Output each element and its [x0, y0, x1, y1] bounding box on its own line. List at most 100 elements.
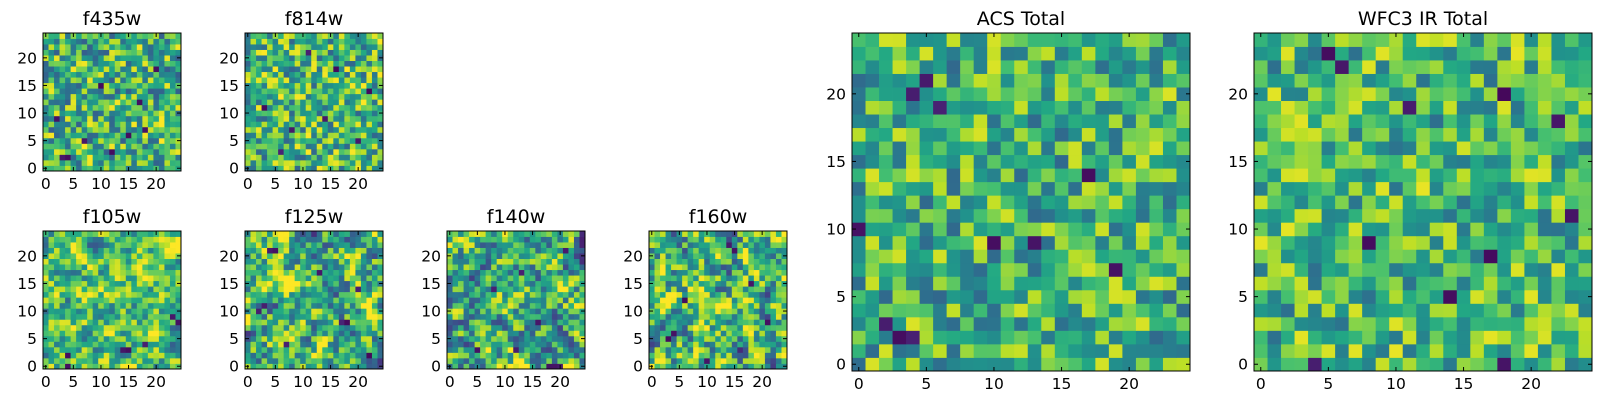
heatmap-cell [518, 291, 525, 298]
heatmap-cell [919, 357, 934, 372]
heatmap-cell [87, 357, 94, 364]
heatmap-cell [59, 148, 66, 155]
heatmap-cell [70, 55, 77, 61]
heatmap-cell [76, 110, 83, 117]
heatmap-cell [98, 71, 105, 78]
heatmap-cell [70, 269, 77, 276]
heatmap-cell [54, 60, 60, 67]
heatmap-cell [278, 247, 285, 254]
heatmap-cell [175, 71, 182, 78]
heatmap-cell [485, 264, 492, 271]
heatmap-cell [1456, 357, 1471, 372]
heatmap-cell [48, 242, 55, 248]
heatmap-cell [267, 275, 273, 282]
heatmap-cell [852, 303, 866, 318]
heatmap-cell [147, 165, 154, 172]
heatmap-cell [660, 341, 666, 348]
heatmap-cell [1456, 249, 1471, 264]
heatmap-cell [261, 49, 268, 56]
heatmap-cell [518, 352, 525, 359]
heatmap-cell [1041, 343, 1056, 358]
heatmap-cell [294, 247, 301, 254]
heatmap-cell [1135, 141, 1150, 156]
heatmap-cell [1000, 208, 1015, 223]
heatmap-cell [300, 137, 307, 144]
heatmap-cell [120, 330, 127, 337]
heatmap-cell [1122, 276, 1137, 291]
heatmap-cell [289, 77, 296, 84]
heatmap-cell [1537, 316, 1552, 331]
heatmap-cell [360, 324, 367, 331]
heatmap-cell [158, 159, 165, 166]
heatmap-cell [87, 126, 94, 133]
heatmap-cell [164, 330, 171, 337]
heatmap-cell [147, 137, 154, 144]
heatmap-cell [76, 346, 83, 353]
heatmap-cell [933, 222, 948, 237]
heatmap-cell [92, 308, 99, 315]
heatmap-cell [305, 88, 312, 95]
heatmap-cell [671, 324, 677, 331]
heatmap-cell [654, 297, 661, 304]
heatmap-cell [338, 115, 345, 122]
heatmap-cell [502, 308, 509, 315]
heatmap-cell [54, 242, 60, 248]
heatmap-cell [136, 247, 143, 254]
heatmap-cell [474, 357, 481, 364]
heatmap-cell [120, 352, 127, 359]
heatmap-cell [48, 319, 55, 326]
heatmap-cell [142, 275, 149, 282]
heatmap-cell [316, 66, 323, 73]
heatmap-cell [158, 33, 165, 39]
heatmap-cell [676, 247, 683, 254]
heatmap-cell [305, 236, 312, 243]
heatmap-cell [933, 357, 948, 372]
heatmap-cell [65, 132, 71, 139]
heatmap-cell [153, 330, 160, 337]
heatmap-cell [175, 330, 182, 337]
heatmap-cell [272, 313, 279, 320]
heatmap-cell [349, 104, 356, 111]
heatmap-cell [333, 33, 340, 39]
heatmap-cell [562, 247, 569, 254]
heatmap-cell [737, 313, 744, 320]
heatmap-cell [693, 302, 700, 309]
heatmap-cell [960, 141, 975, 156]
heatmap-cell [1176, 303, 1191, 318]
heatmap-cell [355, 88, 362, 95]
heatmap-cell [316, 264, 323, 271]
heatmap-cell [81, 253, 88, 259]
heatmap-cell [344, 60, 351, 67]
heatmap-cell [125, 148, 132, 155]
heatmap-cell [289, 341, 296, 348]
heatmap-cell [447, 313, 453, 320]
heatmap-cell [551, 335, 558, 342]
heatmap-cell [1456, 168, 1471, 183]
heatmap-cell [1095, 60, 1110, 74]
heatmap-cell [480, 258, 487, 265]
heatmap-cell [1578, 195, 1593, 210]
heatmap-cell [568, 363, 575, 370]
heatmap-cell [250, 236, 257, 243]
heatmap-cell [764, 324, 771, 331]
heatmap-cell [682, 313, 689, 320]
heatmap-cell [311, 60, 318, 67]
heatmap-cell [59, 38, 66, 45]
heatmap-cell [919, 343, 934, 358]
heatmap-cell [278, 60, 285, 67]
heatmap-cell [1348, 262, 1363, 277]
heatmap-cell [70, 313, 77, 320]
heatmap-cell [1027, 208, 1042, 223]
heatmap-cell [76, 137, 83, 144]
heatmap-cell [737, 275, 744, 282]
heatmap-cell [294, 55, 301, 61]
heatmap-cell [267, 231, 273, 237]
heatmap-cell [92, 264, 99, 271]
heatmap-cell [502, 247, 509, 254]
heatmap-cell [676, 346, 683, 353]
heatmap-cell [654, 352, 661, 359]
heatmap-cell [272, 115, 279, 122]
heatmap-cell [1551, 357, 1566, 372]
heatmap-cell [164, 115, 171, 122]
